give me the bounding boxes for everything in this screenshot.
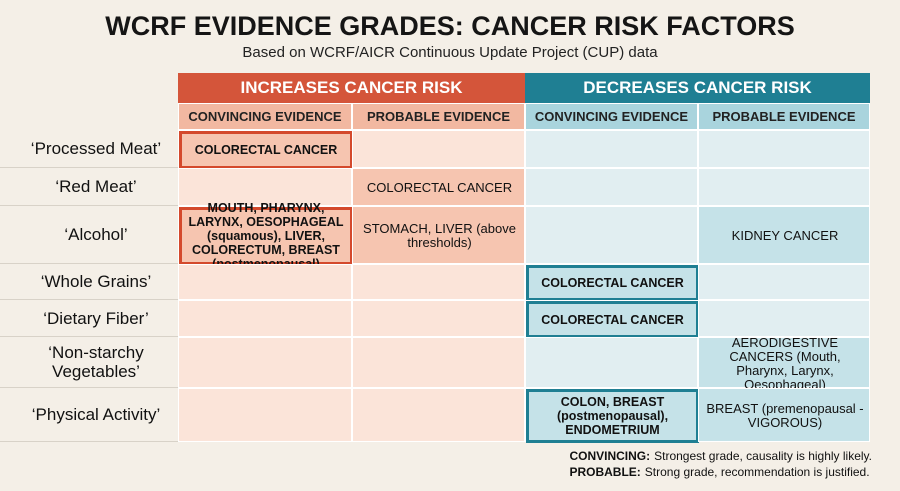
- table-cell: [698, 130, 870, 168]
- group-header: INCREASES CANCER RISK: [178, 73, 525, 103]
- table-cell: [178, 300, 352, 337]
- table-cell: BREAST (premenopausal - VIGOROUS): [698, 388, 870, 442]
- legend-description: Strongest grade, causality is highly lik…: [654, 449, 872, 463]
- cell-text: AERODIGESTIVE CANCERS (Mouth, Pharynx, L…: [729, 334, 841, 392]
- table-cell: [352, 388, 525, 442]
- table-cell: [525, 168, 698, 206]
- table-cell: [525, 206, 698, 264]
- table-cell: COLORECTAL CANCER: [178, 130, 353, 169]
- column-header: PROBABLE EVIDENCE: [352, 103, 525, 130]
- column-header: CONVINCING EVIDENCE: [525, 103, 698, 130]
- table-cell: [698, 168, 870, 206]
- subtitle: Based on WCRF/AICR Continuous Update Pro…: [242, 43, 658, 61]
- row-label: ‘Dietary Fiber’: [0, 300, 178, 337]
- table-cell: [525, 337, 698, 388]
- table-cell: [178, 264, 352, 300]
- table-cell: [352, 264, 525, 300]
- table-cell: [178, 337, 352, 388]
- table-cell: [352, 300, 525, 337]
- table-cell: [352, 337, 525, 388]
- table-cell: [178, 388, 352, 442]
- cell-text: BREAST (premenopausal - VIGOROUS): [706, 401, 864, 430]
- cell-text: COLORECTAL CANCER: [179, 131, 353, 169]
- table-cell: [352, 130, 525, 168]
- cell-text: MOUTH, PHARYNX, LARYNX, OESOPHAGEAL (squ…: [179, 201, 353, 271]
- table-cell: [698, 300, 870, 337]
- table-cell: STOMACH, LIVER (above thresholds): [352, 206, 525, 264]
- table-cell: [698, 264, 870, 300]
- table-cell: COLORECTAL CANCER: [352, 168, 525, 206]
- cell-text: COLORECTAL CANCER: [366, 180, 513, 195]
- table-cell: [178, 168, 352, 206]
- table-cell: MOUTH, PHARYNX, LARYNX, OESOPHAGEAL (squ…: [178, 201, 353, 271]
- legend: CONVINCING: Strongest grade, causality is…: [569, 448, 872, 480]
- cell-text: STOMACH, LIVER (above thresholds): [363, 221, 516, 250]
- cell-text: COLON, BREAST (postmenopausal), ENDOMETR…: [526, 389, 699, 443]
- column-header: CONVINCING EVIDENCE: [178, 103, 352, 130]
- legend-entry: PROBABLE: Strong grade, recommendation is…: [569, 464, 872, 480]
- title: WCRF EVIDENCE GRADES: CANCER RISK FACTOR…: [105, 10, 795, 41]
- legend-term: PROBABLE:: [569, 465, 641, 479]
- row-label: ‘Red Meat’: [0, 168, 178, 206]
- table-cell: COLON, BREAST (postmenopausal), ENDOMETR…: [525, 388, 699, 443]
- legend-description: Strong grade, recommendation is justifie…: [644, 465, 870, 479]
- column-header: PROBABLE EVIDENCE: [698, 103, 870, 130]
- cell-text: COLORECTAL CANCER: [526, 265, 699, 301]
- legend-term: CONVINCING:: [569, 449, 651, 463]
- row-label: ‘Whole Grains’: [0, 264, 178, 300]
- legend-entry: CONVINCING: Strongest grade, causality is…: [569, 448, 872, 464]
- cell-text: KIDNEY CANCER: [731, 228, 839, 243]
- row-label: ‘Physical Activity’: [0, 388, 178, 442]
- table-cell: KIDNEY CANCER: [698, 206, 870, 264]
- row-label: ‘Alcohol’: [0, 206, 178, 264]
- table-cell: COLORECTAL CANCER: [525, 300, 699, 338]
- row-label: ‘Processed Meat’: [0, 130, 178, 168]
- cell-text: COLORECTAL CANCER: [526, 301, 699, 338]
- row-label: ‘Non-starchy Vegetables’: [0, 337, 178, 388]
- table-cell: AERODIGESTIVE CANCERS (Mouth, Pharynx, L…: [698, 334, 870, 392]
- group-header: DECREASES CANCER RISK: [525, 73, 870, 103]
- table-cell: COLORECTAL CANCER: [525, 264, 699, 301]
- table-cell: [525, 130, 698, 168]
